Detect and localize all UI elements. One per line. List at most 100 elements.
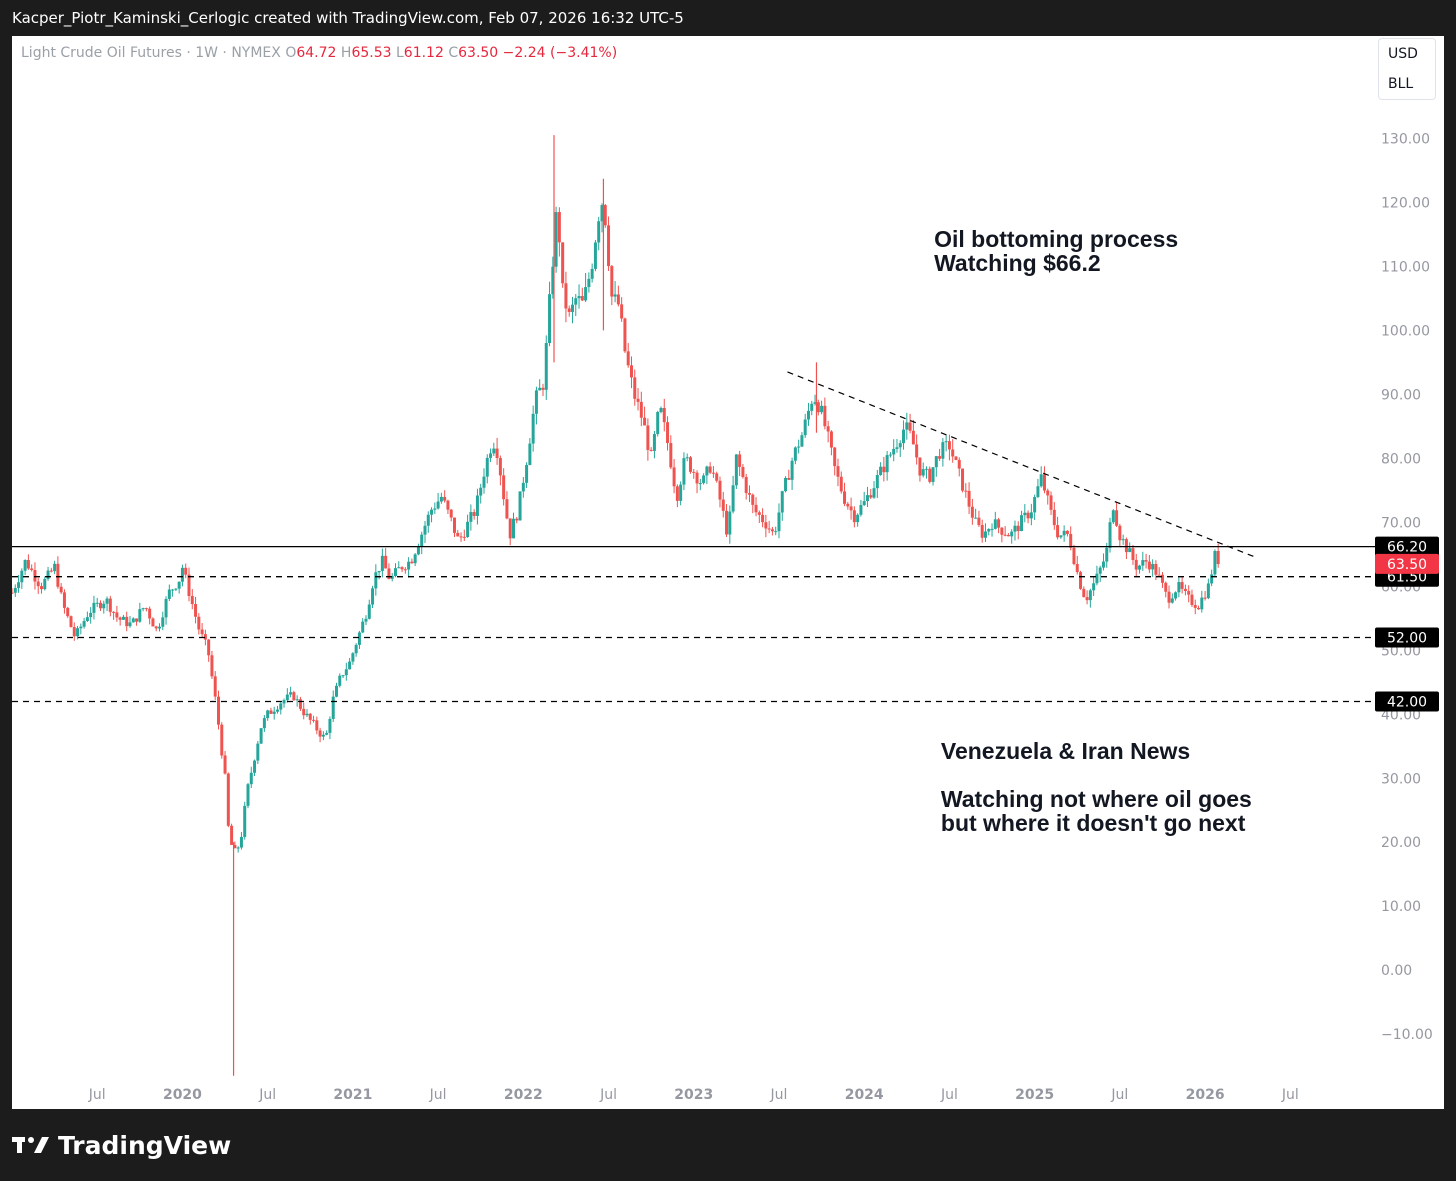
candle-body: [511, 518, 515, 539]
candle-body: [210, 655, 214, 677]
candle-body: [344, 669, 348, 676]
candle-body: [879, 466, 883, 476]
x-tick-label: Jul: [599, 1087, 617, 1103]
candle-body: [1003, 534, 1007, 536]
candle-body: [20, 570, 24, 583]
candle-body: [954, 456, 958, 460]
candle-body: [856, 514, 860, 523]
candle-body: [921, 469, 925, 476]
candle-body: [1020, 515, 1024, 532]
candle-body: [439, 496, 443, 502]
candle-body: [1206, 583, 1210, 599]
candle-body: [102, 603, 106, 609]
candle-body: [888, 454, 892, 456]
x-tick-label: Jul: [258, 1087, 276, 1103]
x-tick-label: Jul: [88, 1087, 106, 1103]
candlestick-chart[interactable]: −10.000.0010.0020.0030.0040.0050.0060.00…: [12, 36, 1444, 1109]
candle-body: [997, 519, 1001, 528]
candle-body: [275, 709, 279, 712]
candle-body: [1101, 561, 1105, 568]
candle-body: [902, 429, 906, 444]
candle-body: [1115, 510, 1119, 526]
candle-body: [688, 457, 692, 472]
chart-area[interactable]: −10.00 0.00 10.00 20.00 30.00 40.00 50.00 60.00…: [12, 36, 1444, 1109]
candle-body: [587, 278, 591, 288]
candle-body: [190, 596, 194, 605]
candle-body: [885, 455, 889, 473]
candle-body: [590, 268, 594, 279]
candle-body: [757, 512, 761, 515]
annotation-text: but where it doesn't go next: [941, 810, 1246, 836]
currency-label[interactable]: USD: [1388, 46, 1418, 62]
candle-body: [1075, 564, 1079, 573]
candle-body: [397, 567, 401, 569]
candle-body: [1023, 512, 1027, 516]
candle-body: [462, 536, 466, 538]
currency-unit-selector[interactable]: USD BLL: [1378, 38, 1436, 100]
candle-body: [1026, 512, 1030, 519]
candle-body: [69, 616, 73, 628]
candle-body: [646, 425, 650, 450]
candle-body: [325, 732, 329, 735]
candle-body: [33, 570, 37, 582]
candle-body: [436, 501, 440, 509]
high-value: 65.53: [351, 45, 392, 61]
candle-body: [479, 487, 483, 496]
candle-body: [892, 448, 896, 455]
candle-body: [957, 459, 961, 469]
candle-body: [485, 457, 489, 477]
candle-body: [420, 534, 424, 547]
candle-body: [1187, 591, 1191, 595]
candle-body: [977, 517, 981, 525]
candle-body: [36, 581, 40, 587]
candle-body: [256, 743, 260, 761]
candle-body: [239, 836, 243, 848]
x-tick-label: 2024: [845, 1087, 884, 1103]
level-label: 66.20: [1387, 540, 1427, 556]
candle-body: [367, 604, 371, 619]
candle-body: [607, 225, 611, 267]
annotation-text: Watching $66.2: [934, 250, 1101, 276]
y-tick-label: 130.00: [1381, 131, 1430, 147]
candle-body: [669, 443, 673, 468]
candle-body: [852, 510, 856, 523]
candle-body: [993, 519, 997, 529]
candle-body: [23, 560, 27, 571]
candle-body: [1111, 510, 1115, 523]
candle-body: [89, 612, 93, 618]
unit-label[interactable]: BLL: [1388, 76, 1414, 92]
candle-body: [1065, 530, 1069, 534]
candle-body: [1177, 582, 1181, 593]
candle-body: [764, 522, 768, 529]
candle-body: [987, 529, 991, 532]
candle-body: [279, 703, 283, 710]
candle-body: [1108, 522, 1112, 548]
candle-body: [164, 598, 168, 618]
candle-body: [508, 518, 512, 539]
candle-body: [187, 574, 191, 597]
candle-body: [472, 512, 476, 516]
candle-body: [1147, 561, 1151, 570]
candle-body: [570, 304, 574, 312]
candle-body: [76, 628, 80, 637]
candle-body: [410, 561, 414, 564]
candle-body: [728, 511, 732, 535]
candle-body: [59, 586, 63, 593]
candle-body: [744, 476, 748, 494]
candle-body: [128, 622, 132, 627]
candle-body: [813, 402, 817, 404]
candle-body: [246, 784, 250, 806]
candle-body: [882, 466, 886, 473]
candle-body: [282, 700, 286, 704]
candle-body: [898, 443, 902, 448]
candle-body: [770, 529, 774, 532]
last-price-label: 63.50: [1387, 557, 1427, 573]
candle-body: [502, 475, 506, 500]
candle-body: [216, 696, 220, 725]
candle-body: [721, 499, 725, 511]
open-value: 64.72: [296, 45, 337, 61]
candle-body: [1046, 490, 1050, 496]
candle-body: [321, 734, 325, 737]
candle-body: [934, 456, 938, 468]
candle-body: [433, 508, 437, 510]
